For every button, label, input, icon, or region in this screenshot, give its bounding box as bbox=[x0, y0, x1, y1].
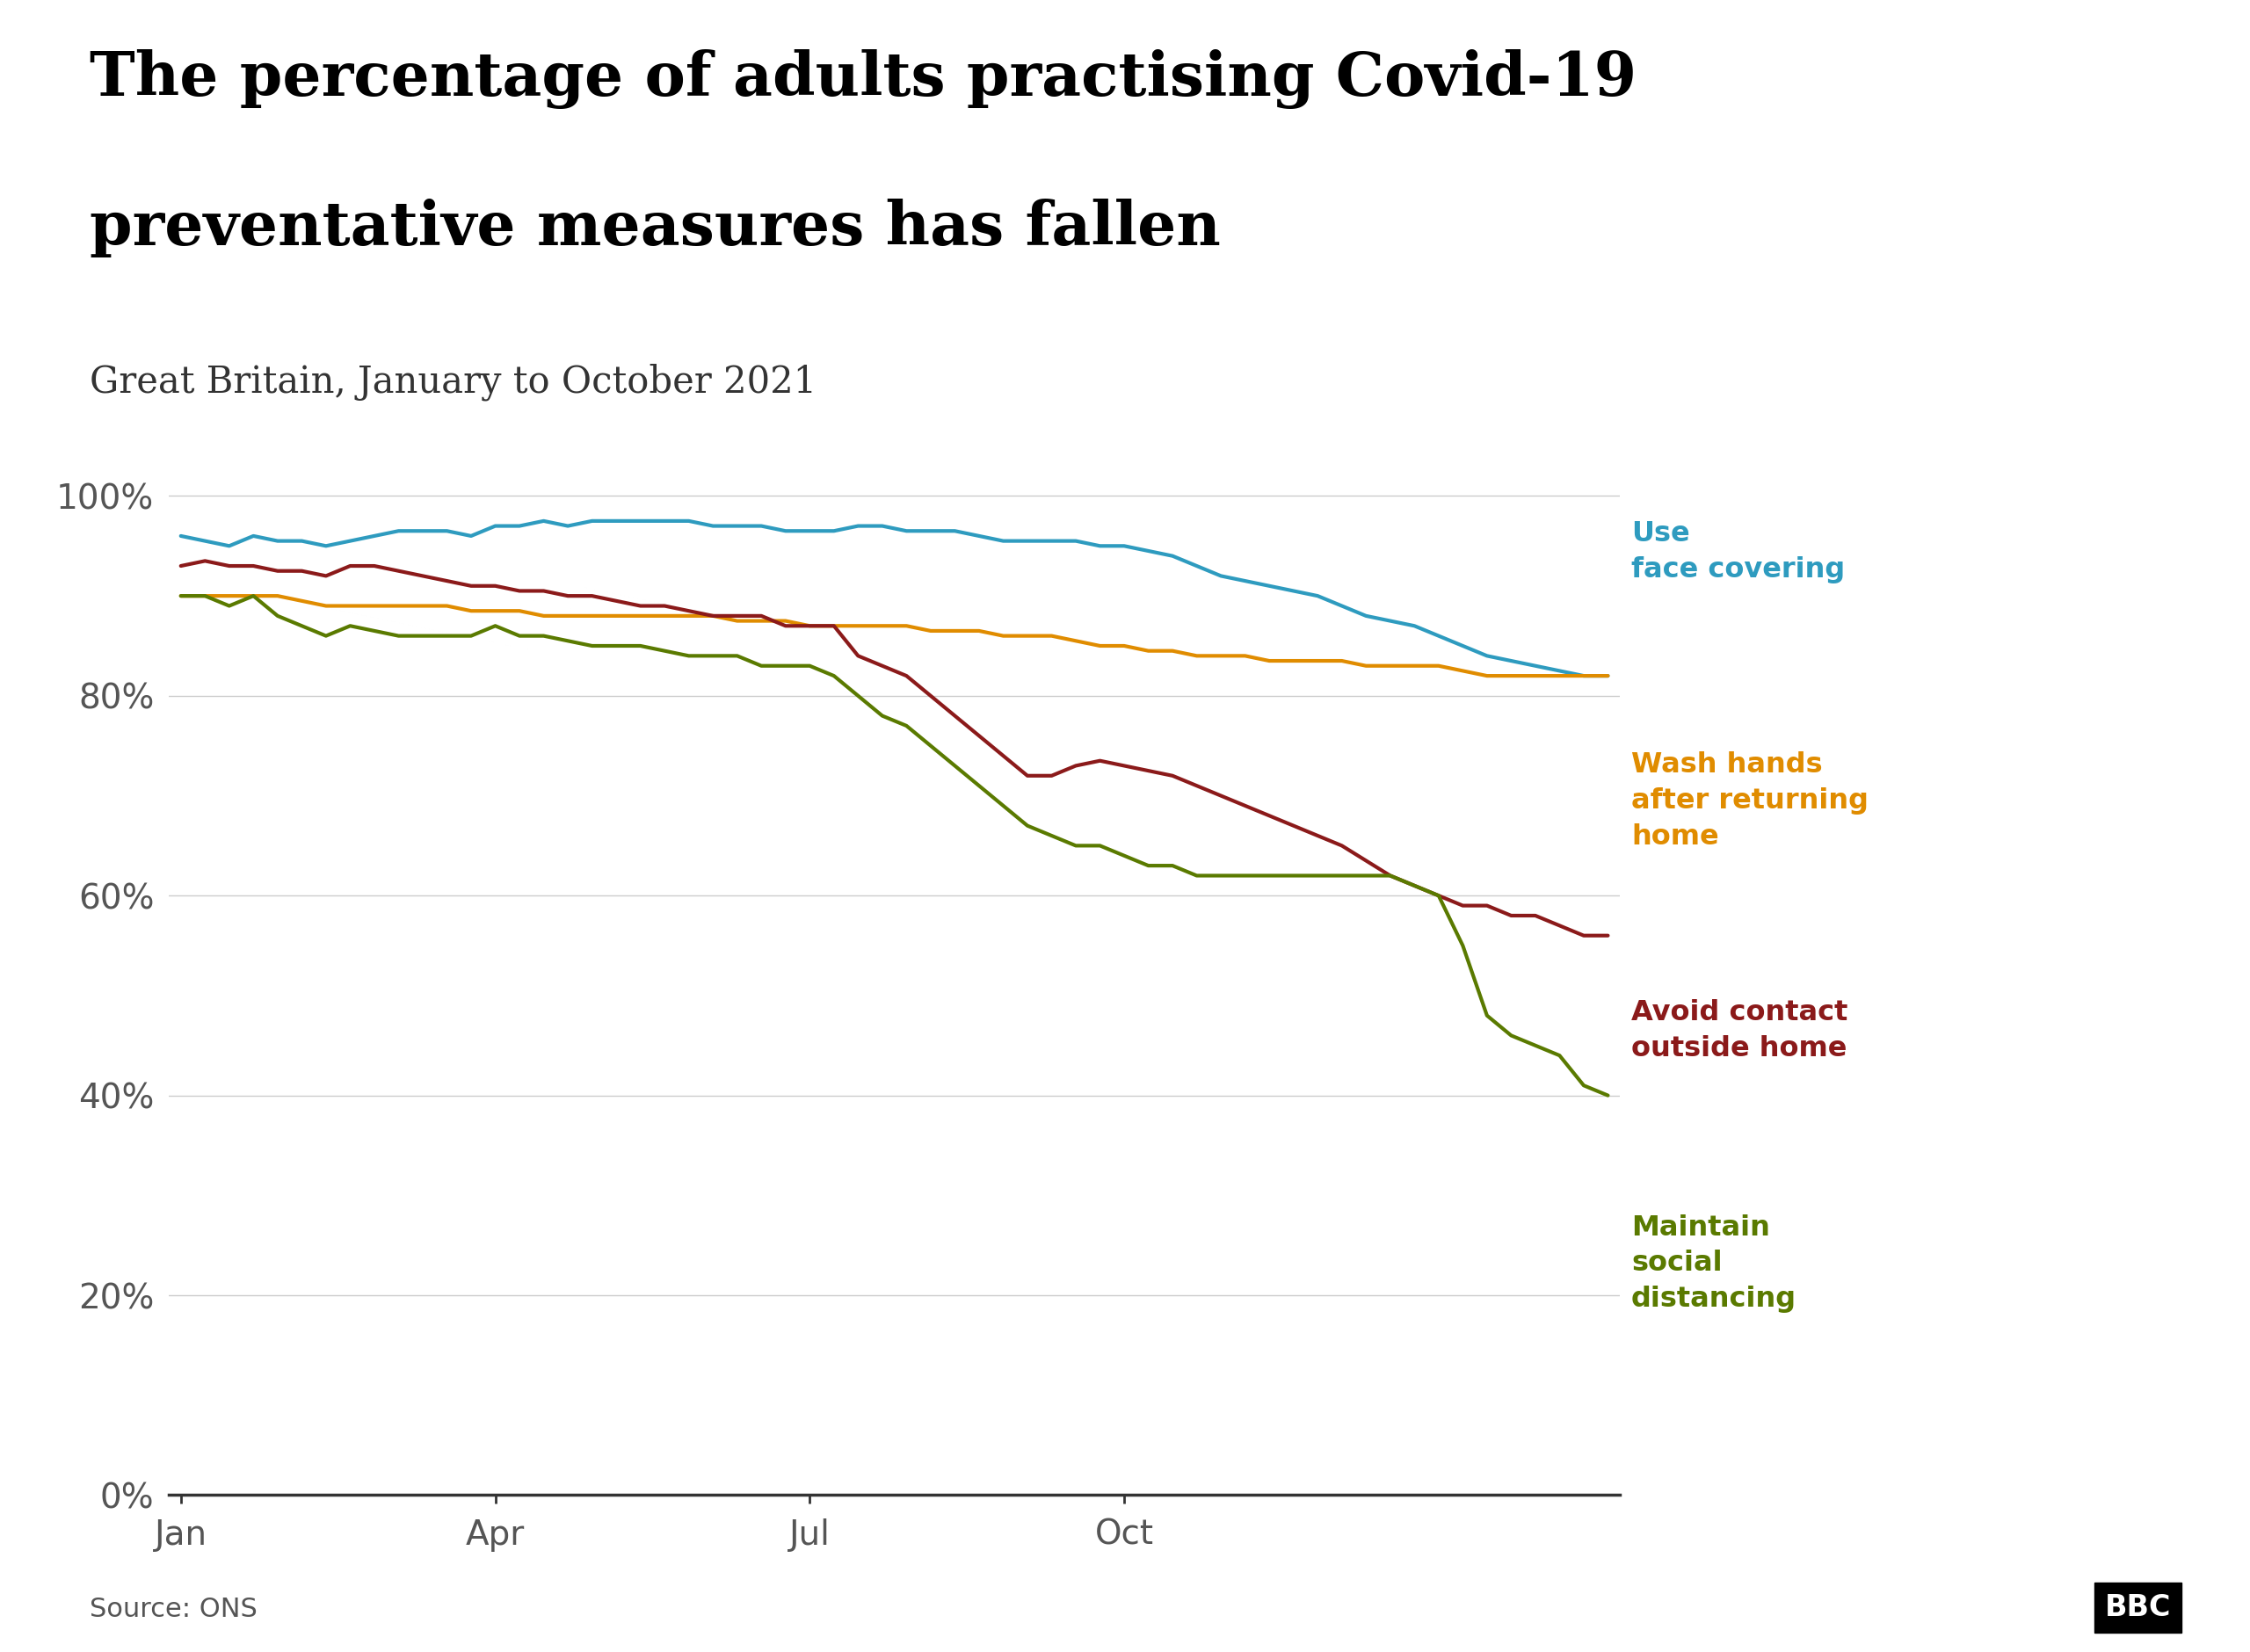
Text: BBC: BBC bbox=[2106, 1593, 2171, 1622]
Text: preventative measures has fallen: preventative measures has fallen bbox=[90, 198, 1222, 258]
Text: The percentage of adults practising Covid-19: The percentage of adults practising Covi… bbox=[90, 50, 1638, 109]
Text: Use
face covering: Use face covering bbox=[1631, 520, 1845, 583]
Text: Maintain
social
distancing: Maintain social distancing bbox=[1631, 1214, 1796, 1313]
Text: Great Britain, January to October 2021: Great Britain, January to October 2021 bbox=[90, 363, 817, 401]
Text: Wash hands
after returning
home: Wash hands after returning home bbox=[1631, 752, 1868, 851]
Text: Avoid contact
outside home: Avoid contact outside home bbox=[1631, 999, 1847, 1062]
Text: Source: ONS: Source: ONS bbox=[90, 1597, 259, 1622]
